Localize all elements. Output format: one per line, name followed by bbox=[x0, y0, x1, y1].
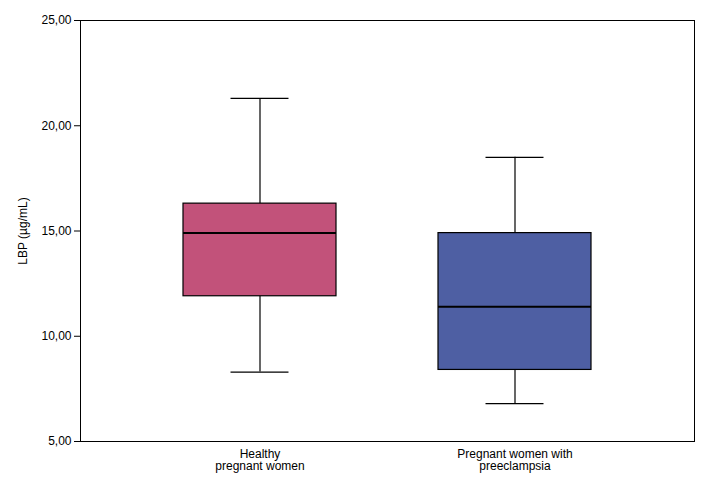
svg-text:LBP (µg/mL): LBP (µg/mL) bbox=[16, 197, 30, 264]
svg-text:15,00: 15,00 bbox=[41, 224, 71, 238]
svg-text:Healthypregnant women: Healthypregnant women bbox=[215, 447, 304, 473]
svg-text:25,00: 25,00 bbox=[41, 13, 71, 27]
svg-text:5,00: 5,00 bbox=[48, 434, 72, 448]
svg-text:10,00: 10,00 bbox=[41, 329, 71, 343]
svg-text:Pregnant women withpreeclampsi: Pregnant women withpreeclampsia bbox=[457, 447, 572, 473]
svg-text:20,00: 20,00 bbox=[41, 119, 71, 133]
